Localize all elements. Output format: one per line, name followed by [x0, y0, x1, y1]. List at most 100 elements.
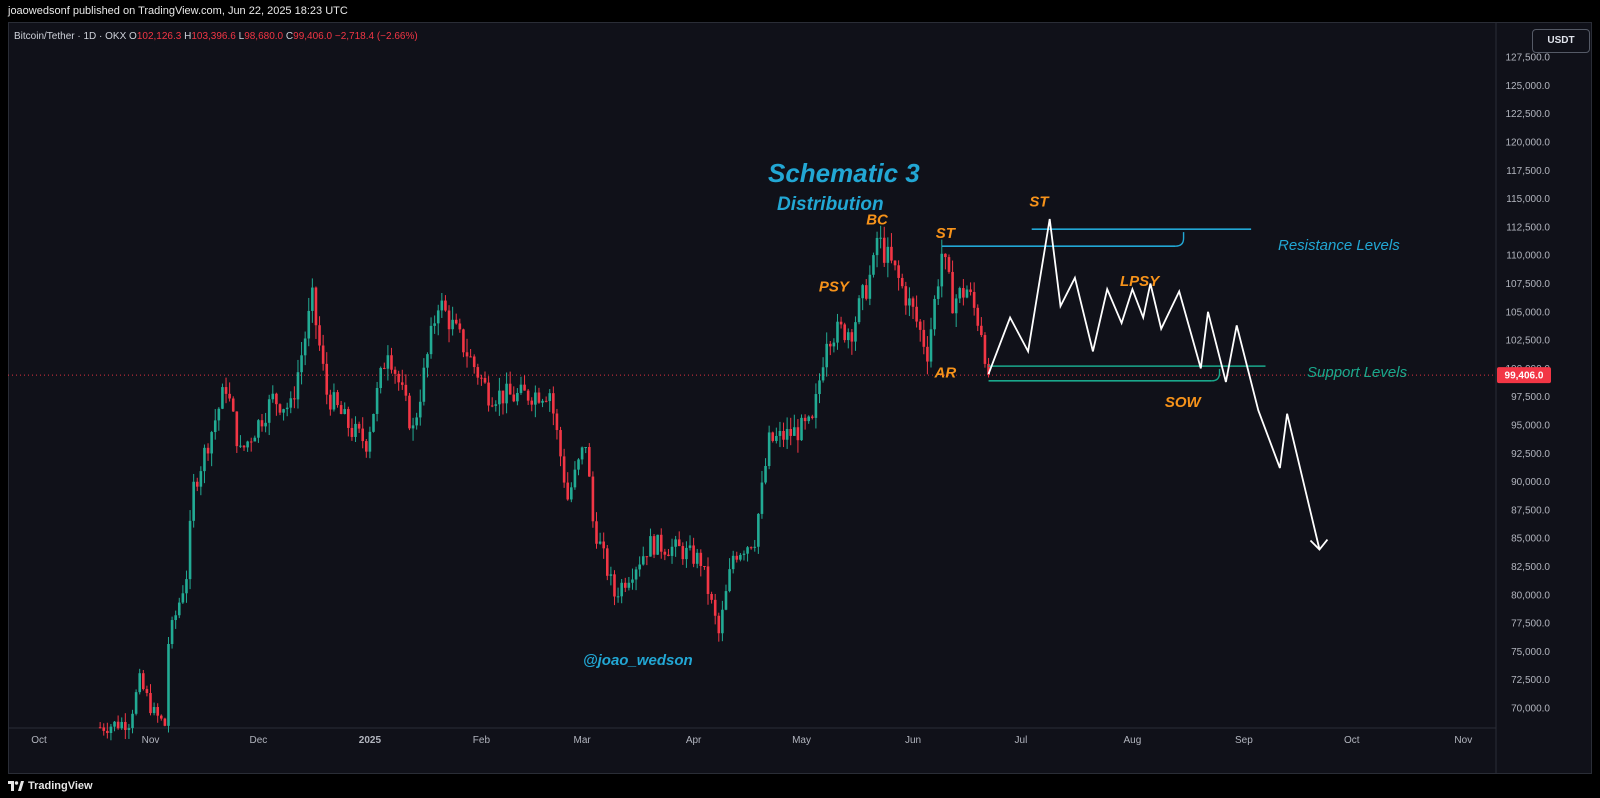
candle — [796, 419, 800, 453]
open-value: 102,126.3 — [136, 31, 182, 42]
candle-body — [476, 367, 480, 378]
candle-body — [544, 400, 548, 402]
candle — [98, 722, 102, 729]
price-tick-label: 77,500.0 — [1511, 619, 1550, 630]
candle-body — [789, 429, 793, 436]
candle-body — [109, 726, 113, 734]
candle-body — [893, 260, 897, 266]
price-tick-label: 102,500.0 — [1506, 336, 1551, 347]
candle — [987, 357, 990, 378]
candle — [120, 717, 124, 730]
candle — [807, 415, 811, 424]
candle-body — [145, 689, 149, 693]
candle-body — [645, 556, 649, 558]
candle — [731, 550, 735, 574]
candle-body — [843, 324, 846, 341]
candle — [411, 417, 415, 441]
candle — [106, 722, 109, 739]
candle-body — [800, 417, 803, 441]
candle — [573, 461, 577, 490]
annotation-psy: PSY — [819, 278, 851, 295]
candle-body — [120, 721, 124, 729]
candle-body — [677, 539, 681, 547]
candle — [113, 721, 116, 732]
candle — [548, 389, 552, 412]
candle — [512, 386, 516, 403]
candle — [476, 363, 480, 385]
candle-body — [134, 692, 138, 714]
candle — [210, 430, 213, 467]
candle — [900, 273, 904, 289]
candle — [757, 512, 760, 554]
candle-body — [516, 392, 519, 402]
candle-body — [803, 417, 807, 422]
candle-body — [368, 431, 372, 452]
candle-body — [257, 420, 260, 438]
candle-body — [649, 536, 652, 557]
wyckoff-annotations: PSY BC ST AR ST LPSY SOW — [819, 194, 1203, 411]
candle — [717, 612, 721, 642]
candle — [386, 345, 390, 381]
candle — [422, 358, 426, 406]
candle — [692, 537, 695, 568]
candle-body — [875, 237, 879, 256]
candle-body — [458, 323, 462, 330]
candle-body — [933, 298, 936, 330]
candle-body — [828, 343, 832, 347]
candle-body — [303, 338, 307, 356]
candle-body — [397, 373, 400, 383]
candle-body — [811, 416, 814, 418]
candle — [544, 396, 548, 403]
candle-body — [357, 423, 361, 429]
candle-body — [264, 422, 267, 427]
price-tick-label: 107,500.0 — [1506, 279, 1551, 290]
candle — [965, 285, 969, 299]
candle-body — [386, 355, 390, 369]
candle-body — [217, 408, 221, 421]
close-label: C — [285, 31, 294, 42]
candle-body — [854, 322, 857, 342]
candle-body — [487, 382, 490, 406]
candle — [375, 381, 379, 422]
candle-body — [480, 377, 483, 379]
candle — [418, 389, 422, 426]
candle — [555, 408, 559, 440]
price-tick-label: 120,000.0 — [1506, 138, 1551, 149]
candle — [224, 377, 228, 404]
candle — [588, 443, 591, 477]
candle — [188, 510, 192, 590]
candle-body — [659, 534, 663, 552]
candle-body — [131, 713, 134, 729]
candle — [897, 260, 900, 291]
currency-button[interactable]: USDT — [1532, 29, 1590, 53]
candle-body — [746, 547, 749, 554]
candle — [778, 421, 782, 448]
candle — [954, 294, 958, 327]
price-chart[interactable]: 70,000.0 72,500.0 75,000.0 77,500.0 80,000.0… — [8, 22, 1592, 774]
candle — [278, 403, 282, 416]
candle-body — [523, 384, 526, 391]
candle — [181, 585, 185, 605]
candle — [893, 260, 897, 271]
candle — [235, 411, 239, 453]
candle — [264, 412, 267, 433]
candle-body — [731, 555, 735, 570]
brand-label: TradingView — [28, 780, 93, 792]
price-tick-label: 85,000.0 — [1511, 534, 1550, 545]
candle-body — [293, 398, 296, 400]
candle-body — [656, 534, 659, 555]
candle-body — [462, 329, 465, 353]
candle — [239, 435, 242, 448]
candle — [149, 684, 152, 716]
support-brace — [1211, 368, 1221, 382]
candle-body — [311, 287, 314, 311]
candle — [926, 336, 929, 375]
candle — [192, 473, 195, 528]
price-tick-label: 87,500.0 — [1511, 505, 1550, 516]
candle — [167, 636, 170, 733]
candle-body — [814, 394, 818, 418]
candle — [688, 535, 692, 551]
candle — [465, 338, 469, 368]
candle-body — [987, 363, 990, 376]
support-levels-label: Support Levels — [1307, 364, 1408, 381]
